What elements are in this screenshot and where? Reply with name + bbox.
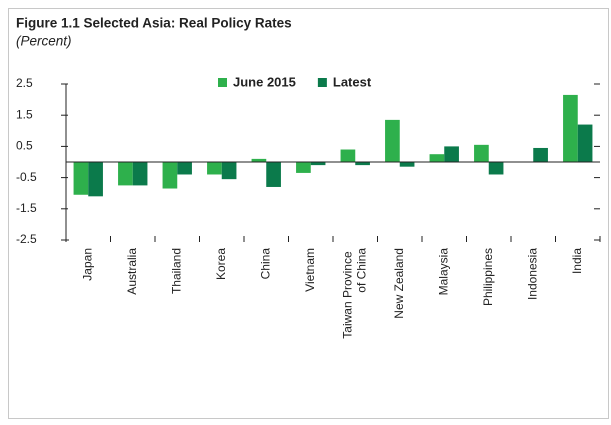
bar xyxy=(399,162,415,167)
bar xyxy=(577,124,593,162)
bar xyxy=(474,144,489,162)
bar xyxy=(88,162,103,197)
legend-swatch xyxy=(317,78,327,87)
bar xyxy=(221,162,237,180)
bar xyxy=(563,94,578,162)
bar xyxy=(296,162,311,173)
bar xyxy=(444,146,459,162)
x-tick-label: Australia xyxy=(125,248,139,295)
y-tick-label: 2.5 xyxy=(16,76,33,90)
bar xyxy=(251,158,267,162)
legend-label: June 2015 xyxy=(233,74,296,89)
y-tick-label: 0.5 xyxy=(16,139,33,153)
y-tick-label: 1.5 xyxy=(16,107,33,121)
bar xyxy=(118,162,133,186)
legend-swatch xyxy=(218,78,227,87)
bar xyxy=(207,162,222,175)
y-tick-label: -1.5 xyxy=(16,201,37,215)
bar xyxy=(310,162,326,166)
x-tick-label: Japan xyxy=(80,248,94,281)
bar xyxy=(340,149,356,162)
x-tick-label: Korea xyxy=(214,248,228,280)
x-tick-label: New Zealand xyxy=(392,248,406,319)
frame xyxy=(8,8,609,419)
x-tick-label: Malaysia xyxy=(436,248,450,296)
bar xyxy=(355,162,370,166)
x-tick-label: India xyxy=(570,248,584,274)
y-tick-label: -2.5 xyxy=(16,232,37,246)
bar xyxy=(266,162,281,187)
bar xyxy=(429,154,445,162)
chart-subtitle: (Percent) xyxy=(16,34,72,49)
bar xyxy=(132,162,148,186)
bar xyxy=(385,119,400,162)
legend-label: Latest xyxy=(333,74,372,89)
bar xyxy=(533,147,548,162)
bar xyxy=(73,162,89,195)
x-tick-label: Thailand xyxy=(169,248,183,294)
x-tick-label: Indonesia xyxy=(525,248,539,300)
x-tick-label: China xyxy=(258,248,272,280)
x-tick-label: Vietnam xyxy=(303,248,317,292)
bar xyxy=(488,162,504,175)
x-tick-label: Philippines xyxy=(481,248,495,306)
x-tick-label: Taiwan Province of China xyxy=(340,248,368,339)
y-tick-label: -0.5 xyxy=(16,170,37,184)
bar xyxy=(162,162,178,189)
chart-title: Figure 1.1 Selected Asia: Real Policy Ra… xyxy=(16,16,292,31)
bar xyxy=(177,162,192,175)
